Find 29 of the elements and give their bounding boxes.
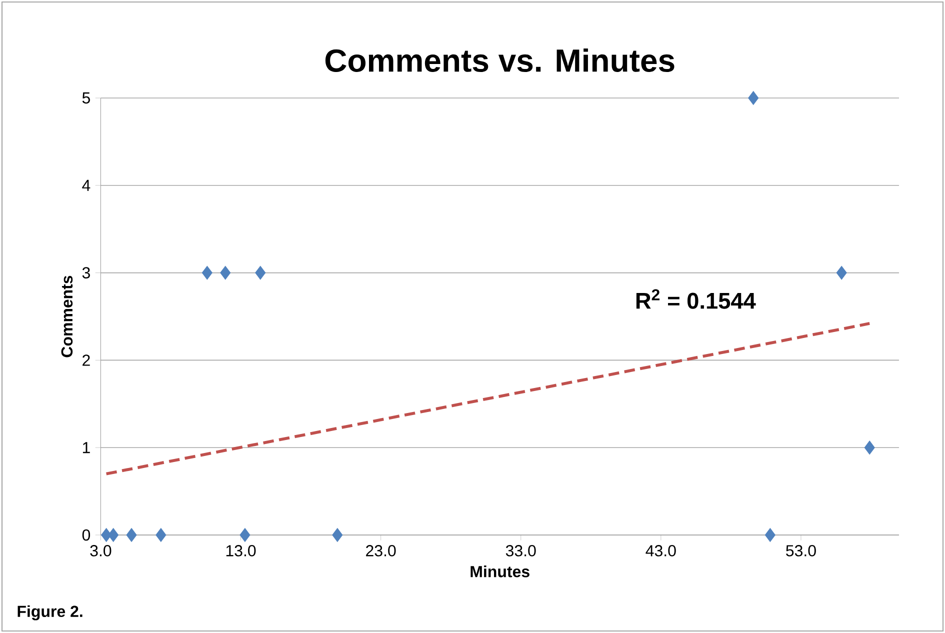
y-tick-label: 0 bbox=[82, 529, 90, 541]
y-tick-label: 5 bbox=[82, 92, 90, 104]
point bbox=[748, 91, 759, 105]
text: R$^{2}$ = 0.1544 bbox=[636, 289, 756, 309]
x-tick-label: 33.0 bbox=[506, 545, 536, 556]
point bbox=[864, 440, 875, 455]
y-tick-label: 4 bbox=[82, 180, 90, 191]
point bbox=[220, 266, 231, 280]
x-tick-label: 3.0 bbox=[90, 545, 112, 556]
point bbox=[764, 528, 776, 542]
x-tick-label: 53.0 bbox=[786, 545, 816, 556]
point bbox=[255, 266, 266, 280]
x-tick-label: 13.0 bbox=[226, 545, 256, 556]
point bbox=[836, 266, 847, 280]
chart-title: Comments vs. Minutes bbox=[325, 48, 674, 72]
point bbox=[240, 528, 250, 542]
y-tick-label: 1 bbox=[82, 442, 90, 454]
point bbox=[126, 528, 137, 542]
x-tick-label: 43.0 bbox=[646, 545, 676, 556]
y-axis-title: Comments bbox=[61, 276, 73, 358]
x-tick-label: 23.0 bbox=[366, 545, 396, 556]
text: Figure 2. bbox=[18, 605, 82, 620]
point bbox=[332, 528, 343, 542]
point bbox=[108, 528, 119, 542]
y-tick-label: 3 bbox=[82, 267, 90, 278]
point bbox=[156, 528, 166, 542]
x-axis-title: Minutes bbox=[470, 566, 530, 578]
point bbox=[202, 266, 212, 280]
y-tick-label: 2 bbox=[82, 354, 90, 366]
